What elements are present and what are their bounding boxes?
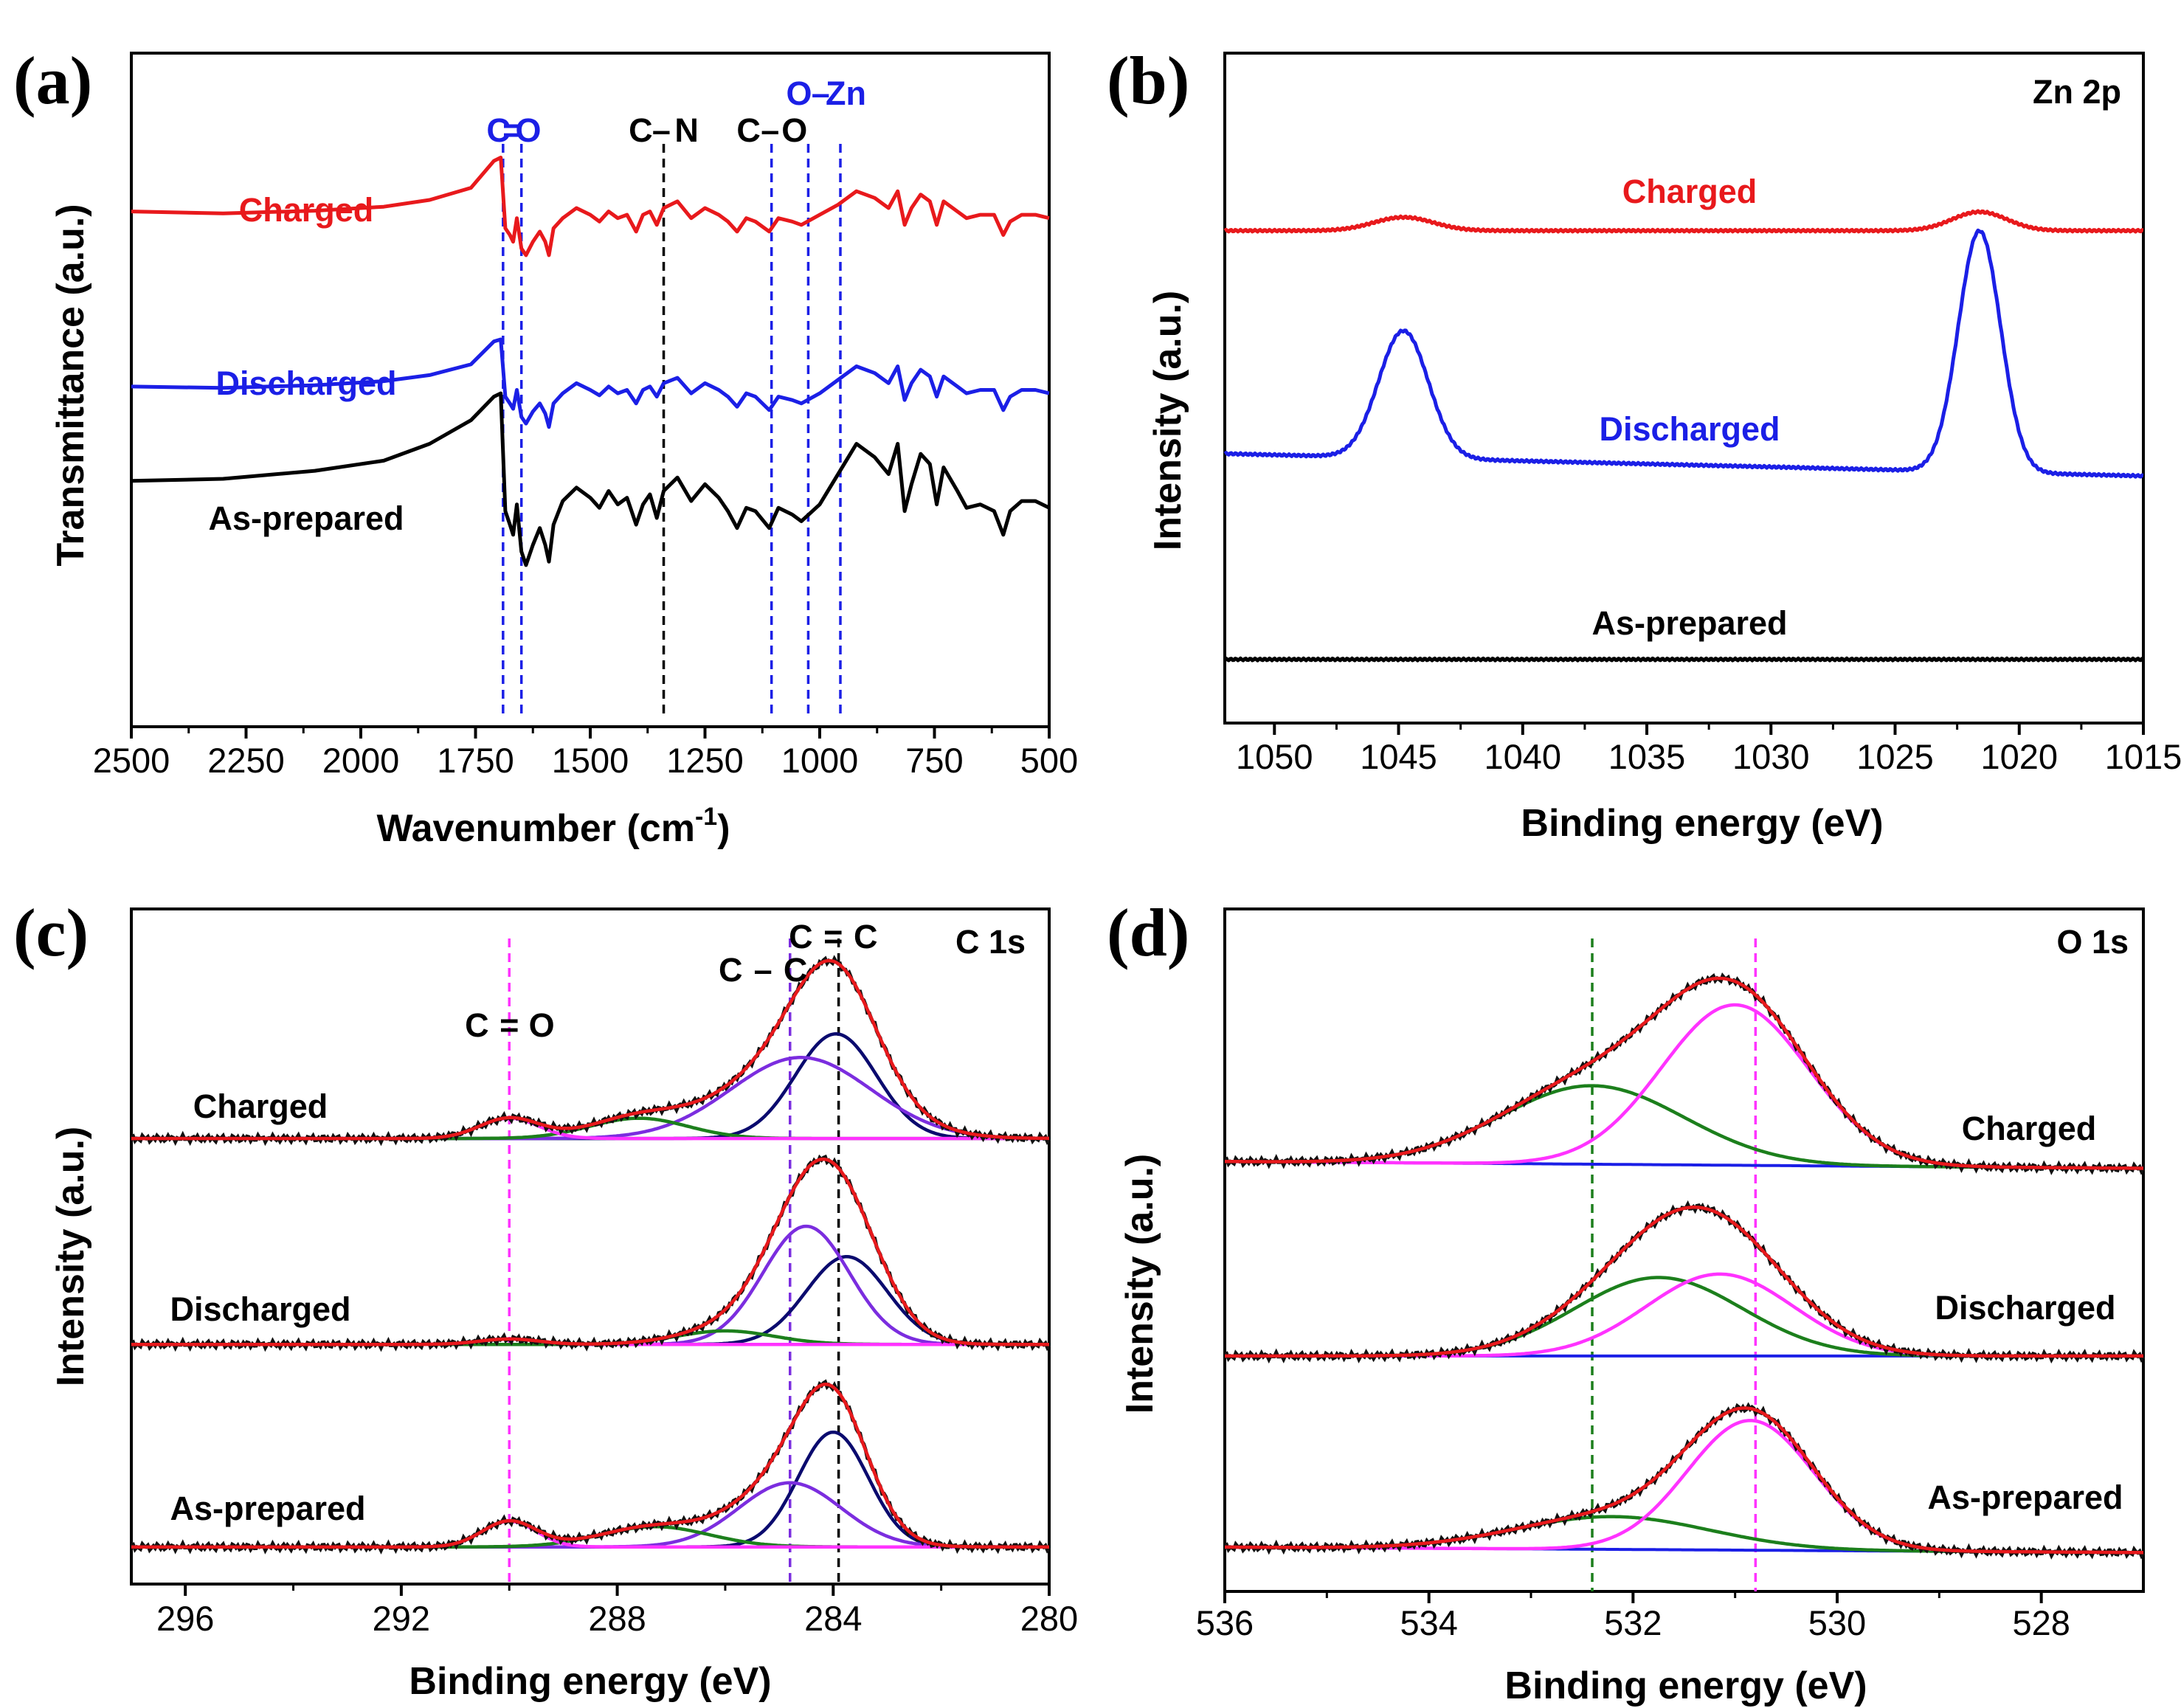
panel-a-label: (a) — [13, 43, 92, 118]
series-label-2: As-prepared — [1591, 604, 1787, 642]
series-label-0: Charged — [1962, 1110, 2097, 1147]
x-tick-label: 500 — [1020, 741, 1078, 780]
panel-d-x-axis-label: Binding energy (eV) — [1504, 1664, 1867, 1707]
o1s-envelope-2 — [1225, 1406, 2143, 1555]
series-label-1: Discharged — [1935, 1289, 2115, 1327]
c1s-envelope-2 — [131, 1382, 1049, 1549]
x-tick-label: 2500 — [93, 741, 170, 780]
bond-annotation: – — [761, 111, 779, 149]
panel-title: Zn 2p — [2033, 73, 2121, 111]
x-tick-label: 532 — [1604, 1603, 1662, 1642]
bond-annotation: C — [719, 951, 743, 989]
x-tick-label: 2250 — [207, 741, 285, 780]
x-tick-label: 1015 — [2105, 737, 2181, 776]
x-tick-label: 750 — [905, 741, 963, 780]
zn2p-curve-0 — [1223, 209, 2144, 234]
series-label-1: Discharged — [215, 364, 396, 402]
bond-annotation: C — [465, 1006, 489, 1044]
x-tick-label: 530 — [1808, 1603, 1866, 1642]
bond-annotation: C — [784, 951, 808, 989]
ftir-curve-0 — [131, 156, 1050, 257]
x-tick-label: 2000 — [322, 741, 400, 780]
bond-annotation: = — [502, 111, 522, 149]
panel-c-y-axis-label: Intensity (a.u.) — [49, 1127, 92, 1386]
bond-annotation: C — [789, 918, 813, 955]
panel-title: C 1s — [955, 923, 1026, 961]
ftir-curve-1 — [131, 337, 1050, 429]
panel-c-c1s: (c) 296 292 288 284 280 Charged Discharged As-p… — [13, 895, 1078, 1703]
series-label-2: As-prepared — [208, 499, 404, 537]
panel-a-y-axis-label: Transmittance (a.u.) — [49, 204, 92, 566]
c1s-envelope-0 — [131, 958, 1049, 1141]
bond-annotation: O — [529, 1006, 555, 1044]
panel-title: O 1s — [2056, 923, 2129, 961]
x-tick-label: 534 — [1400, 1603, 1457, 1642]
plot-frame — [130, 907, 1051, 1586]
bond-annotation: C — [854, 918, 878, 955]
panel-b-plot-area: 1050 1045 1040 1035 1030 1025 1020 1015 Charged D… — [1223, 52, 2181, 776]
bond-annotation: = — [823, 918, 843, 955]
series-label-0: Charged — [193, 1088, 328, 1125]
series-label-0: Charged — [239, 191, 374, 229]
x-tick-label: 1500 — [552, 741, 629, 780]
panel-a-plot-area: 2500 2250 2000 1750 1500 1250 1000 750 500 Charge… — [93, 52, 1078, 780]
bond-annotation: – — [652, 111, 671, 149]
x-tick-label: 1000 — [781, 741, 859, 780]
x-tick-label: 1035 — [1608, 737, 1686, 776]
bond-annotation: Zn — [826, 75, 866, 112]
bond-annotation: O — [781, 111, 807, 149]
panel-d-label: (d) — [1107, 895, 1189, 970]
bond-annotation: C — [736, 111, 761, 149]
panel-c-x-axis-label: Binding energy (eV) — [409, 1660, 771, 1703]
series-label-2: As-prepared — [1927, 1479, 2123, 1516]
panel-b-zn2p: (b) 1050 1045 1040 1035 1030 1025 1020 1015 Char… — [1107, 43, 2181, 845]
x-tick-label: 280 — [1020, 1599, 1078, 1638]
x-tick-label: 1040 — [1484, 737, 1562, 776]
x-tick-label: 288 — [588, 1599, 646, 1638]
x-tick-label: 1250 — [666, 741, 744, 780]
ftir-curve-2 — [131, 391, 1051, 567]
o1s-envelope-1 — [1225, 1206, 2143, 1358]
bond-annotation: N — [674, 111, 699, 149]
bond-annotation: O — [787, 75, 812, 112]
zn2p-curve-2 — [1223, 656, 2144, 663]
series-label-0: Charged — [1622, 173, 1757, 210]
bond-annotation: O — [516, 111, 542, 149]
x-tick-label: 528 — [2012, 1603, 2070, 1642]
x-tick-label: 1030 — [1732, 737, 1810, 776]
panel-a-x-axis-label: Wavenumber (cm-1) — [376, 803, 730, 850]
panel-d-y-axis-label: Intensity (a.u.) — [1119, 1154, 1161, 1414]
panel-d-o1s: (d) 536 534 532 530 528 Charged Discharged As-p… — [1107, 895, 2146, 1707]
series-label-2: As-prepared — [170, 1490, 365, 1527]
plot-frame — [1223, 52, 2145, 725]
o1s-envelope-0 — [1225, 976, 2143, 1170]
x-tick-label: 1045 — [1360, 737, 1437, 776]
panel-b-label: (b) — [1107, 43, 1189, 118]
panel-b-y-axis-label: Intensity (a.u.) — [1147, 291, 1189, 550]
panel-a-ftir: (a) 2500 2250 2000 1750 1500 1250 1000 750 500 Ch… — [13, 43, 1078, 850]
panel-d-plot-area: 536 534 532 530 528 Charged Discharged As-prepa… — [1196, 907, 2146, 1642]
x-tick-label: 292 — [373, 1599, 430, 1638]
panel-c-label: (c) — [13, 895, 89, 970]
bond-annotation: C — [629, 111, 653, 149]
bond-annotation: = — [500, 1006, 519, 1044]
x-tick-label: 1750 — [437, 741, 514, 780]
x-tick-label: 536 — [1196, 1603, 1254, 1642]
x-tick-label: 1050 — [1236, 737, 1313, 776]
x-tick-label: 1020 — [1980, 737, 2058, 776]
x-tick-label: 296 — [156, 1599, 214, 1638]
x-tick-label: 284 — [804, 1599, 862, 1638]
bond-annotation: – — [754, 951, 772, 989]
panel-b-x-axis-label: Binding energy (eV) — [1521, 802, 1883, 845]
plot-frame — [1223, 907, 2145, 1593]
zn2p-curve-1 — [1223, 228, 2144, 479]
bond-annotation: C — [486, 111, 511, 149]
series-label-1: Discharged — [1599, 410, 1780, 448]
c1s-envelope-1 — [131, 1157, 1049, 1346]
series-label-1: Discharged — [170, 1290, 350, 1328]
bond-annotation: – — [812, 75, 830, 112]
x-tick-label: 1025 — [1856, 737, 1934, 776]
panel-c-plot-area: 296 292 288 284 280 Charged Discharged As-prepa… — [130, 907, 1078, 1638]
